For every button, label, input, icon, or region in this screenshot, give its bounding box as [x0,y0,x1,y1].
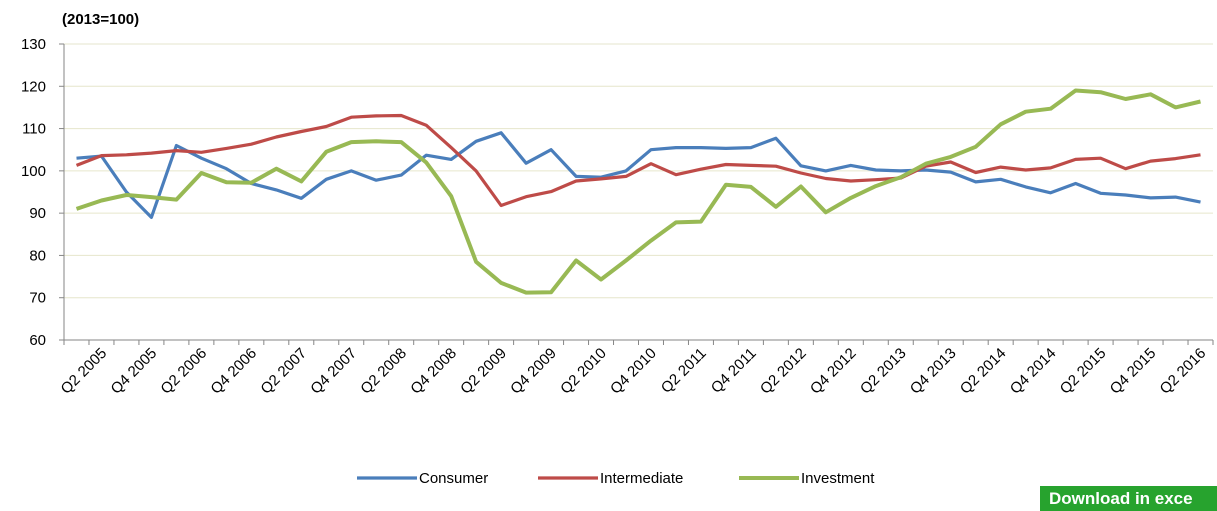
x-tick-label: Q4 2013 [907,345,960,398]
y-tick-label: 90 [29,205,46,222]
x-tick-label: Q2 2014 [957,345,1010,398]
y-tick-label: 110 [22,121,46,138]
x-tick-label: Q4 2015 [1107,345,1160,398]
y-tick-label: 100 [21,163,46,180]
x-tick-label: Q4 2011 [708,345,760,397]
y-tick-label: 70 [29,290,46,307]
x-tick-label: Q4 2012 [807,345,860,398]
x-tick-label: Q4 2008 [407,345,460,398]
x-tick-label: Q4 2009 [507,345,560,398]
x-tick-label: Q4 2010 [607,345,660,398]
y-tick-label: 60 [29,332,46,349]
series-line [75,113,1201,208]
y-unit-label: (2013=100) [62,11,139,28]
legend-label: Intermediate [600,470,683,486]
legend-label: Investment [801,470,875,486]
y-tick-label: 120 [21,78,46,95]
x-tick-label: Q2 2016 [1157,345,1210,398]
download-button[interactable]: Download in exce [1040,486,1217,511]
x-tick-label: Q2 2011 [658,345,710,397]
series-line [76,131,1201,219]
x-tick-label: Q2 2007 [257,345,310,398]
x-tick-label: Q2 2015 [1057,345,1110,398]
series-line [75,88,1201,295]
x-tick-label: Q2 2008 [357,345,410,398]
x-tick-label: Q2 2013 [857,345,910,398]
x-tick-label: Q2 2006 [157,345,210,398]
x-tick-label: Q2 2012 [757,345,810,398]
x-tick-label: Q2 2005 [58,345,111,398]
x-tick-label: Q4 2014 [1007,345,1060,398]
y-tick-label: 130 [21,36,46,53]
x-tick-label: Q2 2010 [557,345,610,398]
x-tick-label: Q4 2007 [307,345,360,398]
x-tick-label: Q4 2005 [108,345,161,398]
x-tick-label: Q2 2009 [457,345,510,398]
x-tick-label: Q4 2006 [207,345,260,398]
y-tick-label: 80 [29,247,46,264]
legend-label: Consumer [419,470,488,486]
